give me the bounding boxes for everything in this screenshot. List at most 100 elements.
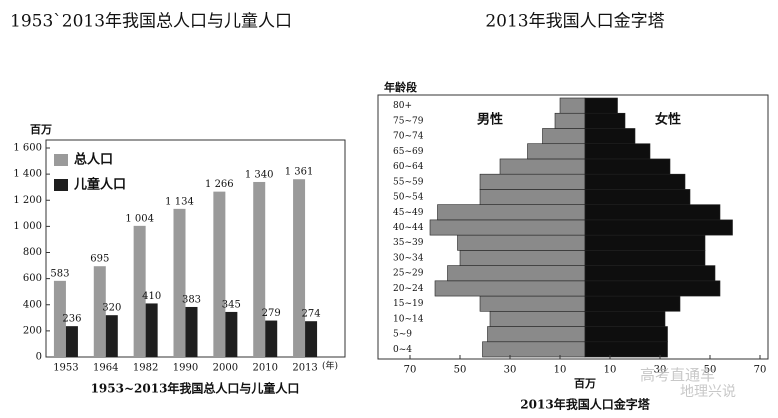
chart-caption: 2013年我国人口金字塔 [520,397,650,412]
value-label: 583 [50,268,69,279]
x-tick-label: 2013 [292,363,317,374]
age-label: 15~19 [393,299,424,309]
bar [265,320,278,357]
age-label: 80+ [393,101,412,111]
bar [225,311,238,357]
value-label: 236 [62,314,81,325]
bar [437,204,586,221]
bar [584,234,706,251]
age-label: 45~49 [393,208,424,218]
y-tick-label: 800 [23,247,42,258]
age-label: 25~29 [393,269,424,279]
x-tick-label: 50 [704,365,717,376]
bar [584,204,721,221]
bar [459,250,586,266]
y-tick-label: 1 200 [13,195,42,206]
bar [554,112,586,129]
x-tick-label: 2000 [213,363,238,374]
bar [584,158,671,175]
chart-title: 1953`2013年我国总人口与儿童人口 [10,12,292,32]
plot-frame [377,94,769,360]
bar [53,280,66,357]
y-axis-label: 百万 [30,123,52,136]
age-label: 5~9 [393,330,412,340]
bar [93,266,106,357]
age-label: 60~64 [393,162,424,172]
y-tick-label: 0 [36,352,42,363]
bar [145,303,158,357]
age-label: 65~69 [393,147,424,157]
bar [499,158,586,175]
value-label: 1 266 [205,179,234,190]
bar [584,295,681,312]
bar [173,208,186,357]
bar [527,143,586,160]
age-label: 10~14 [393,314,424,324]
age-label: 70~74 [393,132,424,142]
bar [213,191,226,357]
bar [305,321,318,357]
value-label: 320 [102,303,121,314]
bar [584,280,721,297]
bar [105,315,118,357]
bar [584,326,668,343]
x-tick-label: 2010 [252,363,277,374]
age-label: 55~59 [393,177,424,187]
value-label: 1 361 [285,167,314,178]
x-tick-label: 1982 [133,363,158,374]
y-tick-label: 1 000 [13,221,42,232]
age-label: 30~34 [393,253,424,263]
legend-label: 总人口 [74,152,113,168]
bar [584,265,716,282]
x-tick-label: 70 [754,365,767,376]
watermark: 地理兴说 [680,384,736,400]
bar [479,173,586,190]
age-label: 35~39 [393,238,424,248]
value-label: 410 [142,291,161,302]
bar [479,189,586,205]
value-label: 1 134 [165,196,194,207]
legend-label: 儿童人口 [73,177,126,193]
y-axis-label: 年龄段 [384,80,417,94]
watermark: 高考直通车 [640,366,715,384]
value-label: 274 [302,309,321,320]
bar [447,265,586,282]
bar [185,306,198,357]
x-tick-label: 50 [454,365,467,376]
bar [133,225,146,357]
bar [479,295,586,312]
value-label: 1 340 [245,169,274,180]
y-tick-label: 400 [23,299,42,310]
x-tick-label: 10 [554,365,567,376]
bar [584,310,666,327]
side-label: 女性 [655,112,681,128]
side-label: 男性 [477,112,503,128]
bar [584,97,618,114]
x-unit: (年) [322,360,338,372]
value-label: 1 004 [125,213,154,224]
age-label: 75~79 [393,116,424,126]
bar [584,341,668,358]
bar [559,97,586,114]
x-tick-label: 30 [504,365,517,376]
bar [584,250,706,266]
age-label: 40~44 [393,223,424,233]
bar [584,219,733,236]
value-label: 695 [90,254,109,265]
x-tick-label: 1953 [53,363,78,374]
bar [429,219,586,236]
y-tick-label: 1 600 [13,143,42,154]
x-tick-label: 1990 [173,363,198,374]
age-label: 50~54 [393,193,424,203]
y-tick-label: 600 [23,273,42,284]
bar [482,341,586,358]
chart-title: 2013年我国人口金字塔 [485,12,664,32]
bar [487,326,586,343]
bar [434,280,586,297]
age-label: 0~4 [393,345,412,355]
bar [584,173,686,190]
bar [542,128,586,145]
age-label: 20~24 [393,284,424,294]
legend-swatch [54,179,68,191]
